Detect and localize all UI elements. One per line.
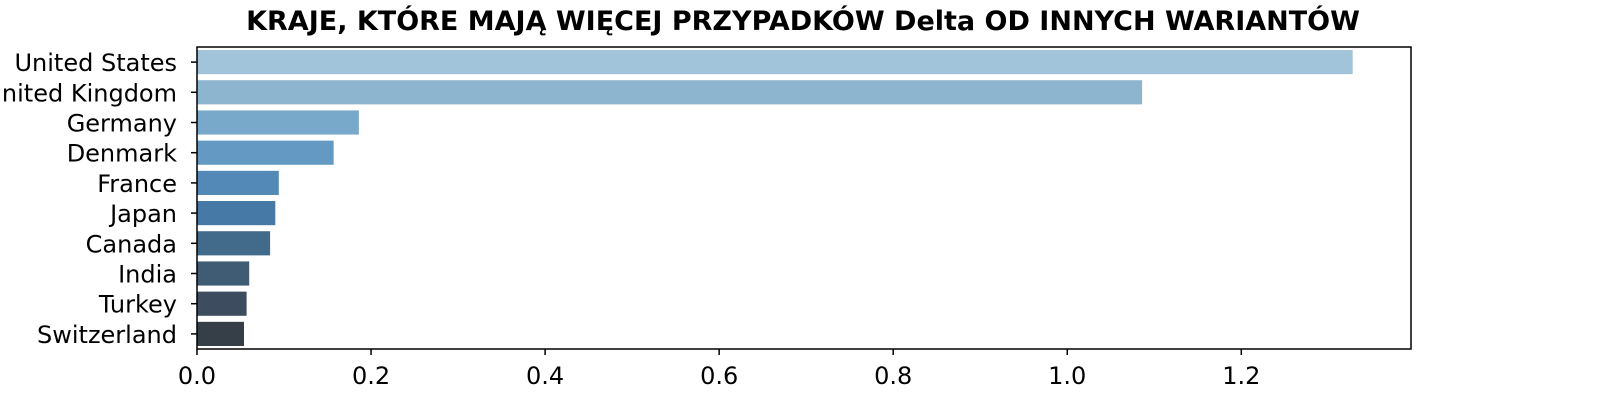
x-tick-label: 0.6 (700, 362, 738, 390)
x-tick-label: 0.0 (178, 362, 216, 390)
bar-denmark (197, 140, 334, 165)
plot-frame (196, 46, 1412, 350)
bar-united-states (197, 50, 1353, 75)
bar-germany (197, 110, 359, 135)
y-tick-label: France (97, 170, 177, 198)
x-tick-label: 1.0 (1048, 362, 1086, 390)
y-tick-label: Turkey (98, 291, 177, 319)
x-tick-label: 0.4 (526, 362, 564, 390)
y-tick-label: Germany (67, 110, 177, 138)
x-ticks: 0.0 0.2 0.4 0.6 0.8 1.0 1.2 (178, 349, 1260, 390)
chart-title: KRAJE, KTÓRE MAJĄ WIĘCEJ PRZYPADKÓW Delt… (246, 5, 1360, 37)
bar-united-kingdom (197, 80, 1143, 105)
bar-turkey (197, 291, 247, 316)
y-tick-label: United States (14, 49, 177, 77)
bar-india (197, 261, 250, 286)
y-tick-label: Canada (86, 230, 177, 258)
x-tick-label: 0.2 (352, 362, 390, 390)
x-tick-label: 0.8 (874, 362, 912, 390)
bar-france (197, 170, 279, 195)
y-tick-label: United Kingdom (0, 79, 177, 107)
y-tick-label: Switzerland (37, 321, 177, 349)
bar-switzerland (197, 321, 244, 346)
y-tick-label: Japan (108, 200, 177, 228)
x-tick-label: 1.2 (1222, 362, 1260, 390)
bar-japan (197, 201, 276, 226)
bar-canada (197, 231, 271, 256)
y-tick-label: Denmark (67, 140, 177, 168)
bars-group (197, 50, 1353, 346)
y-tick-label: India (118, 261, 177, 289)
